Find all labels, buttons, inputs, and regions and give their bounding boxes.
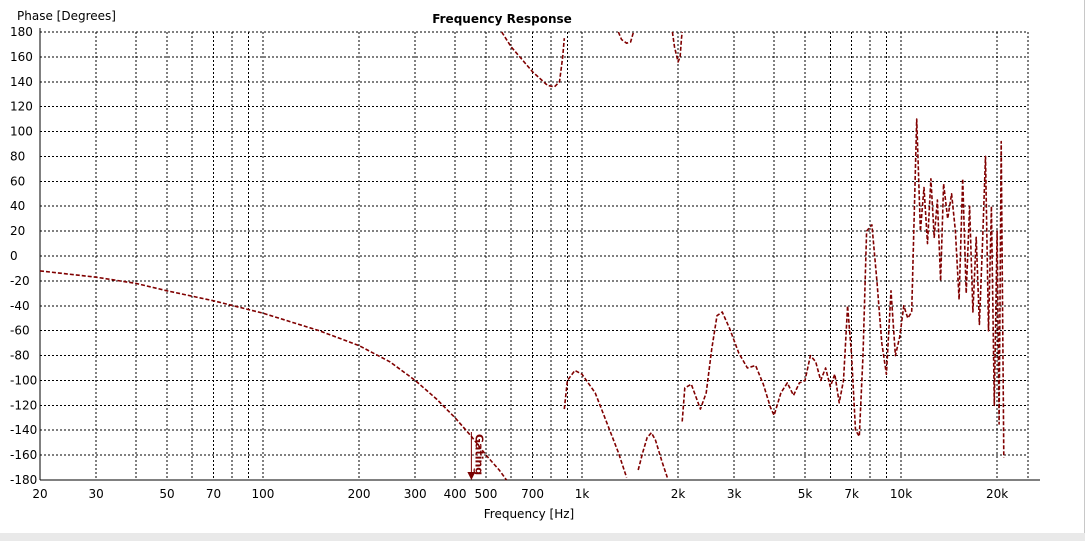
y-tick-label: 120 [10,100,33,114]
gating-marker-arrow [467,472,476,480]
y-tick-label: -120 [10,398,37,412]
y-tick-label: 40 [10,199,25,213]
window-bottom-border [0,533,1085,541]
gating-label: Gating [472,434,485,475]
x-tick-label: 1k [575,487,590,501]
grid [39,28,1040,481]
phase-trace-segment [563,369,628,478]
x-tick-label: 2k [671,487,686,501]
x-tick-label: 400 [444,487,467,501]
x-tick-label: 20 [32,487,47,501]
x-tick-labels: 20 30 50 70 100 200 300 400 500 700 1k 2k 3k 5k 7k 10k 2… [32,487,1008,501]
x-tick-label: 300 [404,487,427,501]
y-tick-label: 100 [10,125,33,139]
x-tick-label: 700 [521,487,544,501]
x-tick-label: 500 [475,487,498,501]
x-tick-label: 20k [986,487,1008,501]
y-tick-label: 0 [10,249,18,263]
y-tick-labels: 180 160 140 120 100 80 60 40 20 0 -20 -40 -60 -80 -100… [10,25,37,487]
y-tick-label: -140 [10,423,37,437]
y-tick-label: 180 [10,25,33,39]
x-tick-label: 200 [348,487,371,501]
y-tick-label: -40 [10,299,30,313]
y-tick-label: -100 [10,373,37,387]
x-tick-label: 100 [252,487,275,501]
y-tick-label: 80 [10,149,25,163]
phase-trace-segment [671,31,683,63]
phase-trace-segment [681,118,1005,458]
phase-trace-segment [39,270,508,481]
y-tick-label: -180 [10,473,37,487]
phase-trace-segment [501,31,566,88]
x-tick-label: 10k [890,487,912,501]
y-tick-label: 140 [10,75,33,89]
y-tick-label: -80 [10,349,30,363]
y-tick-label: -20 [10,274,30,288]
y-tick-label: -160 [10,448,37,462]
annotations: Gating [467,432,485,480]
y-tick-label: -60 [10,324,30,338]
x-tick-label: 5k [798,487,813,501]
y-axis-label: Phase [Degrees] [17,9,116,23]
x-tick-label: 3k [727,487,742,501]
x-tick-label: 70 [206,487,221,501]
phase-series [39,31,1005,481]
x-tick-label: 7k [844,487,859,501]
y-tick-label: 20 [10,224,25,238]
phase-trace-segment [617,31,635,44]
y-tick-label: 160 [10,50,33,64]
x-tick-label: 50 [159,487,174,501]
y-tick-label: 60 [10,174,25,188]
x-axis-label: Frequency [Hz] [484,507,575,521]
chart-title: Frequency Response [432,12,572,26]
x-tick-label: 30 [89,487,104,501]
